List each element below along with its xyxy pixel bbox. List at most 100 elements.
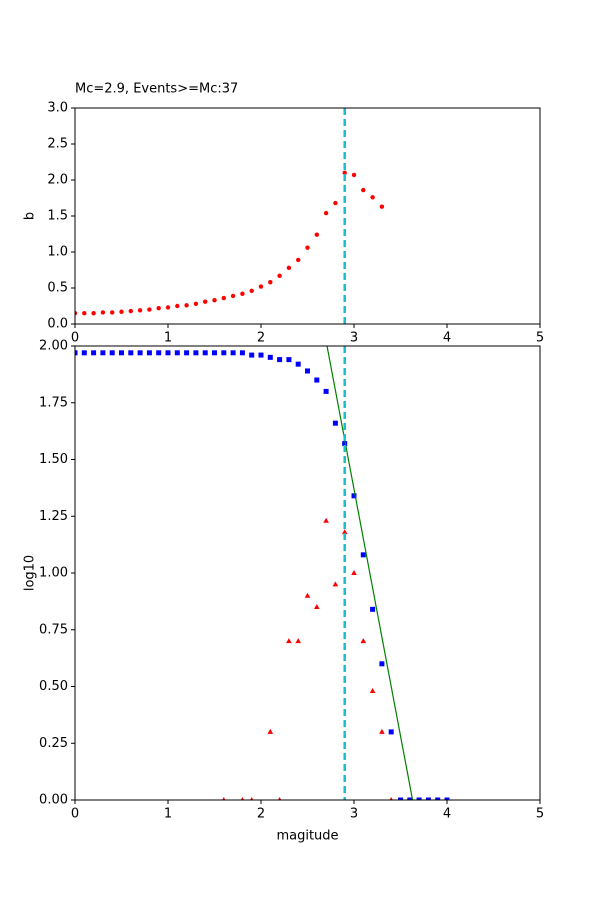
fit-line xyxy=(326,346,414,800)
plot-area xyxy=(75,346,450,800)
x-tick-label: 4 xyxy=(443,807,451,822)
point xyxy=(286,357,292,363)
point xyxy=(91,350,97,356)
point xyxy=(203,299,208,304)
y-tick-label: 0.75 xyxy=(39,622,68,637)
x-tick-label: 4 xyxy=(443,331,451,346)
y-tick-label: 1.25 xyxy=(39,509,68,524)
point xyxy=(128,308,133,314)
y-tick-label: 2.5 xyxy=(47,137,68,152)
point xyxy=(296,257,301,263)
point xyxy=(267,354,273,360)
point xyxy=(360,552,366,558)
point xyxy=(249,352,255,358)
point xyxy=(379,728,385,734)
x-tick-label: 1 xyxy=(164,331,172,346)
y-axis-label: log10 xyxy=(23,555,38,591)
point xyxy=(370,606,376,612)
point xyxy=(370,195,375,200)
point xyxy=(351,493,357,499)
y-axis-label: b xyxy=(23,212,38,220)
point xyxy=(147,307,152,312)
point xyxy=(267,728,274,734)
point xyxy=(332,420,338,426)
x-tick-label: 0 xyxy=(71,807,79,822)
point xyxy=(109,350,115,356)
point xyxy=(342,170,347,175)
y-tick-label: 1.00 xyxy=(39,566,68,581)
point xyxy=(398,797,403,800)
point xyxy=(175,303,180,309)
x-tick-label: 2 xyxy=(257,807,265,822)
point xyxy=(193,350,199,356)
point xyxy=(304,592,311,598)
y-tick-label: 0.0 xyxy=(47,317,68,332)
point xyxy=(314,377,320,383)
point xyxy=(146,350,152,356)
point xyxy=(323,210,329,216)
point xyxy=(249,288,254,294)
point xyxy=(277,797,282,800)
y-tick-label: 0.25 xyxy=(39,736,68,751)
point xyxy=(435,797,441,800)
point xyxy=(351,570,357,575)
point xyxy=(156,305,161,311)
point xyxy=(389,797,393,800)
point xyxy=(305,368,310,374)
point xyxy=(75,311,78,316)
point xyxy=(221,350,227,356)
point xyxy=(221,295,226,301)
y-tick-label: 2.00 xyxy=(39,339,68,354)
point xyxy=(332,581,339,587)
x-tick-label: 3 xyxy=(350,331,358,346)
x-tick-label: 1 xyxy=(164,807,172,822)
point xyxy=(360,638,367,644)
x-tick-label: 5 xyxy=(536,331,544,346)
point xyxy=(295,361,301,367)
x-tick-label: 2 xyxy=(257,331,265,346)
y-tick-label: 0.00 xyxy=(39,793,68,808)
point xyxy=(110,310,115,315)
point xyxy=(286,638,292,644)
point xyxy=(212,350,217,356)
point xyxy=(100,310,106,315)
y-tick-label: 3.0 xyxy=(47,101,68,116)
chart-title: Mc=2.9, Events>=Mc:37 xyxy=(75,82,238,97)
point xyxy=(222,797,226,800)
point xyxy=(156,350,162,356)
point xyxy=(369,688,376,694)
point xyxy=(128,350,134,356)
point xyxy=(379,661,385,667)
point xyxy=(137,350,143,356)
point xyxy=(91,311,96,316)
point xyxy=(165,350,171,356)
plot-area xyxy=(75,170,385,316)
y-tick-label: 2.0 xyxy=(47,173,68,188)
point xyxy=(184,350,190,356)
y-tick-label: 1.50 xyxy=(39,452,68,467)
point xyxy=(323,517,329,523)
point xyxy=(361,187,366,193)
point xyxy=(119,309,124,314)
point xyxy=(82,311,87,316)
y-tick-label: 1.75 xyxy=(39,395,68,410)
axes-frame xyxy=(74,345,541,801)
point xyxy=(416,797,422,800)
point xyxy=(184,303,189,308)
point xyxy=(258,284,264,289)
point xyxy=(333,200,338,206)
point xyxy=(230,350,236,356)
point xyxy=(295,638,301,644)
y-tick-label: 1.5 xyxy=(47,209,68,224)
point xyxy=(193,301,199,307)
point xyxy=(230,293,236,299)
point xyxy=(75,350,78,356)
point xyxy=(341,529,348,535)
point xyxy=(277,273,282,278)
point xyxy=(174,350,180,356)
point xyxy=(268,280,273,285)
y-tick-label: 1.0 xyxy=(47,245,68,260)
point xyxy=(444,797,450,800)
point xyxy=(379,204,385,209)
